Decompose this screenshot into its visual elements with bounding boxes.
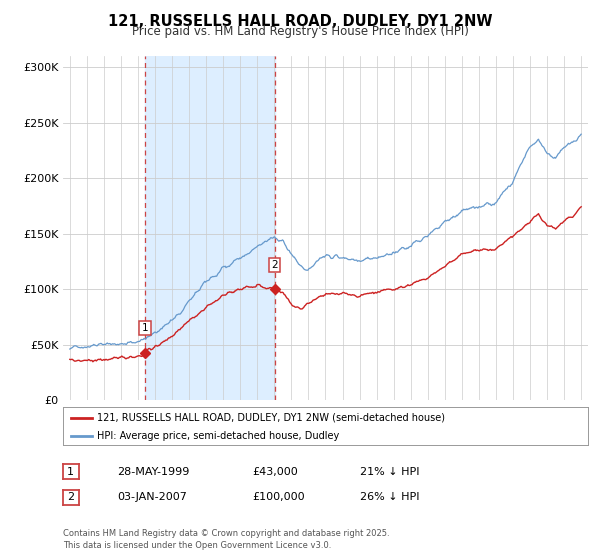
Text: 28-MAY-1999: 28-MAY-1999 (117, 466, 190, 477)
Text: 2: 2 (67, 492, 74, 502)
Text: 21% ↓ HPI: 21% ↓ HPI (360, 466, 419, 477)
Text: 121, RUSSELLS HALL ROAD, DUDLEY, DY1 2NW: 121, RUSSELLS HALL ROAD, DUDLEY, DY1 2NW (108, 14, 492, 29)
Text: 03-JAN-2007: 03-JAN-2007 (117, 492, 187, 502)
Text: £43,000: £43,000 (252, 466, 298, 477)
Text: 26% ↓ HPI: 26% ↓ HPI (360, 492, 419, 502)
Bar (145, 56, 275, 400)
Text: Price paid vs. HM Land Registry's House Price Index (HPI): Price paid vs. HM Land Registry's House … (131, 25, 469, 38)
Text: £100,000: £100,000 (252, 492, 305, 502)
Text: 2: 2 (271, 260, 278, 270)
Text: Contains HM Land Registry data © Crown copyright and database right 2025.
This d: Contains HM Land Registry data © Crown c… (63, 529, 389, 550)
Text: 1: 1 (142, 323, 148, 333)
Text: 121, RUSSELLS HALL ROAD, DUDLEY, DY1 2NW (semi-detached house): 121, RUSSELLS HALL ROAD, DUDLEY, DY1 2NW… (97, 413, 445, 423)
Text: HPI: Average price, semi-detached house, Dudley: HPI: Average price, semi-detached house,… (97, 431, 340, 441)
Text: 1: 1 (67, 466, 74, 477)
